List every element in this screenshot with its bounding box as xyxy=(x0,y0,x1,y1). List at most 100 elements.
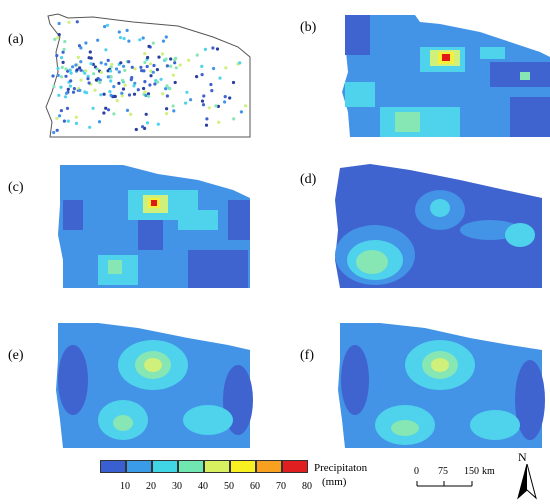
station-point xyxy=(117,70,121,74)
station-point xyxy=(133,81,137,85)
station-point xyxy=(58,114,62,118)
legend-title: Precipitaton xyxy=(314,462,368,474)
station-point xyxy=(195,75,199,79)
station-point xyxy=(144,93,148,98)
station-point xyxy=(57,21,61,26)
station-point xyxy=(79,46,83,50)
station-point xyxy=(78,88,82,92)
station-point xyxy=(142,69,146,73)
scale-bar-graphic xyxy=(416,481,473,487)
precip-interp-d xyxy=(335,164,542,288)
station-point xyxy=(79,68,83,72)
station-point xyxy=(115,67,119,71)
station-point xyxy=(146,55,150,60)
legend-tick: 80 xyxy=(302,481,312,492)
station-point xyxy=(232,117,236,121)
station-point xyxy=(59,85,63,89)
station-point xyxy=(104,106,108,110)
station-point xyxy=(125,108,130,112)
station-point xyxy=(68,68,72,72)
station-point xyxy=(223,100,227,104)
station-point xyxy=(120,91,124,95)
station-point xyxy=(55,116,59,120)
station-point xyxy=(195,53,199,57)
station-point xyxy=(105,23,110,27)
station-point xyxy=(69,71,73,75)
station-point xyxy=(96,38,100,42)
station-point xyxy=(165,112,169,116)
station-point xyxy=(172,109,176,113)
station-point xyxy=(112,94,116,98)
scale-label-150: 150 xyxy=(464,466,479,477)
station-point xyxy=(165,94,169,98)
station-point xyxy=(134,127,138,132)
station-point xyxy=(89,62,93,66)
station-point xyxy=(209,82,213,87)
station-point xyxy=(87,56,91,60)
station-point xyxy=(161,92,165,96)
station-point xyxy=(153,82,157,86)
station-point xyxy=(210,89,214,93)
station-point xyxy=(169,64,173,68)
legend-tick: 40 xyxy=(198,481,208,492)
precip-grid-c xyxy=(58,165,250,288)
station-point xyxy=(189,98,193,102)
station-point xyxy=(86,77,90,81)
station-point xyxy=(173,61,177,65)
precip-grid-b xyxy=(342,15,550,137)
station-point xyxy=(127,39,131,43)
station-point xyxy=(141,36,145,40)
station-point xyxy=(60,56,64,60)
station-point xyxy=(106,108,111,112)
station-point xyxy=(148,83,152,87)
panel-label-f: (f) xyxy=(300,348,314,363)
station-point xyxy=(216,104,220,108)
station-point xyxy=(83,71,87,75)
legend-swatch xyxy=(204,460,230,473)
station-point xyxy=(215,47,220,51)
station-point xyxy=(75,20,79,24)
station-point xyxy=(88,50,92,54)
legend-tick: 20 xyxy=(146,481,156,492)
station-point xyxy=(72,87,76,91)
precip-interp-e xyxy=(56,323,253,448)
station-point xyxy=(115,99,119,103)
station-point xyxy=(156,80,160,84)
station-point xyxy=(56,66,60,70)
station-point xyxy=(99,93,103,97)
panel-b: (b) xyxy=(300,12,550,137)
station-point xyxy=(64,91,69,95)
station-point xyxy=(51,74,55,78)
legend-swatch xyxy=(282,460,308,473)
panel-a: (a) xyxy=(8,12,251,138)
station-point xyxy=(62,119,66,123)
panel-label-c: (c) xyxy=(8,180,24,195)
station-point xyxy=(187,58,191,62)
station-point xyxy=(53,37,57,41)
station-point xyxy=(92,72,96,76)
panel-label-a: (a) xyxy=(8,32,24,47)
station-point xyxy=(112,85,116,89)
station-point xyxy=(122,64,126,68)
station-point xyxy=(109,75,113,79)
legend-tick: 30 xyxy=(172,481,182,492)
station-point xyxy=(143,52,147,56)
station-point xyxy=(144,112,148,116)
station-point xyxy=(178,63,182,67)
station-point xyxy=(57,33,61,37)
station-point xyxy=(200,73,204,77)
station-point xyxy=(119,61,123,65)
station-point xyxy=(64,67,68,71)
station-point xyxy=(104,48,108,52)
station-point xyxy=(75,68,79,72)
station-point xyxy=(62,47,66,52)
station-point xyxy=(244,104,248,108)
station-point xyxy=(99,70,103,74)
station-point xyxy=(169,57,173,61)
station-point xyxy=(238,61,242,65)
panel-label-b: (b) xyxy=(300,20,317,35)
legend-tick: 10 xyxy=(120,481,130,492)
station-point xyxy=(68,84,72,88)
legend-swatch xyxy=(100,460,126,473)
legend-unit: (mm) xyxy=(322,476,347,488)
